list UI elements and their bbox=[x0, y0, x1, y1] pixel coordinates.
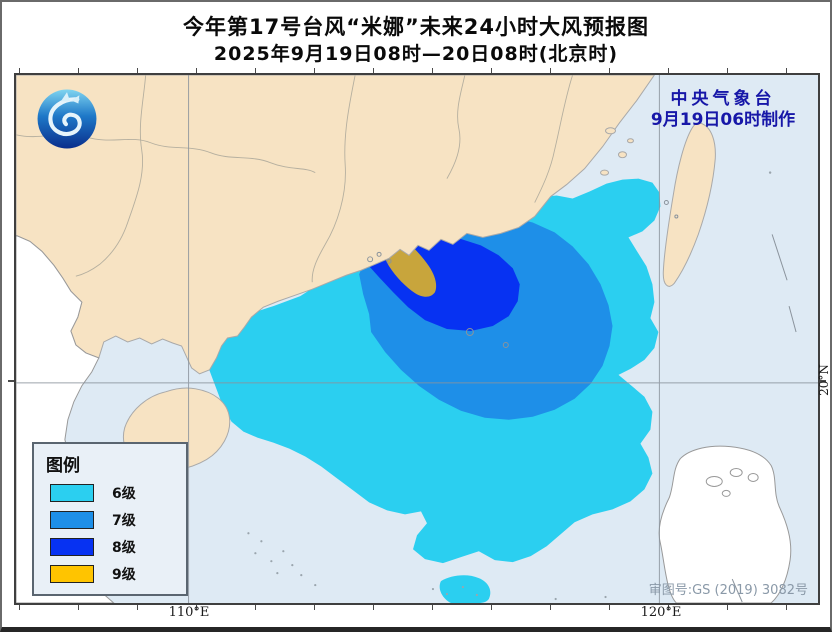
coastal-islet bbox=[626, 138, 634, 144]
coastal-islet bbox=[605, 127, 617, 135]
atoll-outline bbox=[465, 328, 474, 337]
graticule bbox=[16, 75, 818, 603]
map-approval-note: 审图号:GS (2019) 3082号 bbox=[648, 583, 808, 598]
legend-item: 6级 bbox=[46, 483, 176, 503]
tick-marks-bottom bbox=[14, 605, 820, 610]
cma-logo-icon bbox=[37, 89, 97, 149]
babuyan-islet bbox=[705, 475, 723, 487]
tick-marks-top bbox=[14, 68, 820, 73]
agency-credit: 中央气象台 9月19日06时制作 bbox=[634, 84, 812, 131]
babuyan-islet bbox=[729, 468, 743, 477]
babuyan-islet bbox=[747, 472, 759, 482]
forecast-map: 中央气象台 9月19日06时制作 图例 6级 7级 8级 9级 审图号:GS bbox=[14, 73, 820, 605]
delta-islet-outline bbox=[386, 258, 392, 264]
legend-title: 图例 bbox=[46, 456, 80, 476]
map-title: 今年第17号台风“米娜”未来24小时大风预报图 bbox=[182, 15, 650, 39]
boundary-dash bbox=[771, 234, 788, 281]
legend: 图例 6级 7级 8级 9级 bbox=[32, 442, 188, 596]
sea-details bbox=[367, 200, 797, 603]
legend-label-level7: 7级 bbox=[112, 513, 136, 529]
strait-islet-outline bbox=[663, 200, 669, 206]
babuyan-islet bbox=[721, 489, 731, 497]
taiwan-island bbox=[662, 122, 716, 287]
delta-islet-outline bbox=[376, 251, 382, 257]
province-borders bbox=[16, 75, 574, 283]
lon-label-120e: 120°E bbox=[640, 605, 682, 620]
legend-label-level8: 8级 bbox=[112, 540, 136, 556]
wind-areas bbox=[205, 178, 661, 603]
legend-swatch-level6 bbox=[50, 484, 94, 502]
agency-issue-time: 9月19日06时制作 bbox=[650, 110, 796, 130]
legend-swatch-level9 bbox=[50, 565, 94, 583]
map-subtitle-validity: 2025年9月19日08时—20日08时(北京时) bbox=[213, 43, 619, 65]
coastal-islet bbox=[600, 169, 610, 176]
boundary-dash bbox=[788, 305, 797, 333]
lat-label-20n: 20°N bbox=[817, 364, 831, 396]
legend-item: 7级 bbox=[46, 510, 176, 530]
wind-area-level6-south bbox=[439, 575, 491, 603]
legend-item: 9级 bbox=[46, 564, 176, 584]
strait-islet-outline bbox=[674, 214, 679, 219]
scattered-islets bbox=[247, 171, 772, 601]
tick-mark-right-20n bbox=[820, 380, 826, 382]
legend-item: 8级 bbox=[46, 537, 176, 557]
legend-swatch-level8 bbox=[50, 538, 94, 556]
tick-mark-left-20n bbox=[8, 380, 14, 382]
legend-label-level6: 6级 bbox=[112, 486, 136, 502]
agency-name: 中央气象台 bbox=[670, 89, 776, 109]
boundary-dash bbox=[731, 578, 743, 603]
lon-label-110e: 110°E bbox=[168, 605, 210, 620]
legend-swatch-level7 bbox=[50, 511, 94, 529]
legend-label-level9: 9级 bbox=[112, 567, 136, 583]
delta-islet-outline bbox=[367, 256, 374, 263]
atoll-outline bbox=[502, 341, 509, 348]
luzon-island bbox=[658, 445, 792, 603]
coastal-islet bbox=[617, 151, 627, 159]
